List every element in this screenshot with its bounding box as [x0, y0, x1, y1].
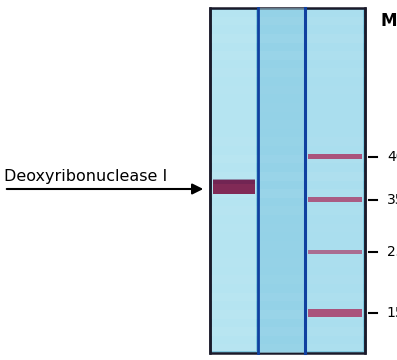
Bar: [210, 206, 365, 215]
Bar: [307, 10, 363, 351]
Bar: [210, 51, 365, 60]
Text: Deoxyribonuclease I: Deoxyribonuclease I: [4, 168, 167, 184]
Bar: [210, 138, 365, 146]
Bar: [210, 8, 365, 353]
Bar: [210, 275, 365, 284]
Text: 25: 25: [387, 245, 397, 259]
Bar: [210, 34, 365, 42]
Bar: [210, 310, 365, 319]
Bar: [210, 68, 365, 77]
Bar: [210, 345, 365, 353]
Text: 35: 35: [387, 193, 397, 207]
Bar: [210, 224, 365, 232]
Bar: [210, 103, 365, 112]
Bar: [210, 241, 365, 249]
Text: MW: MW: [381, 12, 397, 30]
Bar: [308, 154, 362, 159]
Bar: [210, 120, 365, 129]
Bar: [210, 293, 365, 301]
Bar: [308, 309, 362, 317]
Text: 40: 40: [387, 150, 397, 163]
Bar: [210, 17, 365, 25]
Bar: [258, 8, 305, 353]
Bar: [210, 327, 365, 336]
Bar: [210, 155, 365, 163]
Bar: [308, 250, 362, 254]
Bar: [210, 258, 365, 267]
Bar: [210, 172, 365, 180]
Bar: [213, 180, 255, 194]
Bar: [210, 189, 365, 198]
Bar: [210, 86, 365, 94]
Bar: [213, 179, 255, 184]
Bar: [308, 197, 362, 202]
Text: 15: 15: [387, 306, 397, 320]
Bar: [212, 10, 256, 351]
